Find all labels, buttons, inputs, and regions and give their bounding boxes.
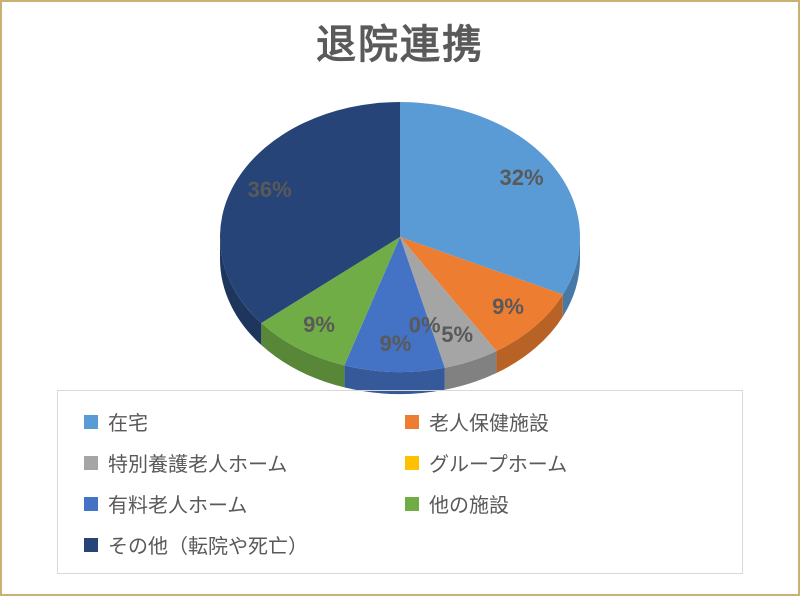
legend-swatch	[84, 538, 98, 552]
legend-swatch	[405, 497, 419, 511]
legend-item: 特別養護老人ホーム	[84, 448, 395, 477]
legend: 在宅 老人保健施設特別養護老人ホーム グループホーム有料老人ホーム 他の施設その他（転…	[57, 390, 743, 574]
legend-item: グループホーム	[405, 448, 716, 477]
legend-label: その他（転院や死亡）	[108, 530, 308, 559]
pie-slice-label: 0%	[409, 313, 441, 338]
legend-item: その他（転院や死亡）	[84, 530, 395, 559]
legend-item: 在宅	[84, 407, 395, 436]
legend-item: 有料老人ホーム	[84, 489, 395, 518]
pie-slice-label: 9%	[492, 294, 524, 319]
legend-swatch	[405, 456, 419, 470]
legend-label: 在宅	[108, 407, 148, 436]
legend-swatch	[405, 415, 419, 429]
legend-swatch	[84, 456, 98, 470]
legend-swatch	[84, 415, 98, 429]
legend-label: 特別養護老人ホーム	[108, 448, 287, 477]
legend-label: 有料老人ホーム	[108, 489, 247, 518]
chart-frame: 退院連携 32%9%5%0%9%9%36% 在宅老人保健施設特別養護老人ホームグ…	[0, 0, 800, 596]
legend-item: 老人保健施設	[405, 407, 716, 436]
pie-slice-label: 36%	[248, 177, 292, 202]
pie-chart: 32%9%5%0%9%9%36%	[2, 87, 798, 402]
pie-slice-label: 9%	[303, 312, 335, 337]
pie-slice-label: 5%	[441, 322, 473, 347]
chart-title: 退院連携	[2, 12, 798, 70]
pie-slice-label: 9%	[380, 331, 412, 356]
legend-item: 他の施設	[405, 489, 716, 518]
legend-label: グループホーム	[429, 448, 567, 477]
pie-slice-label: 32%	[500, 165, 544, 190]
legend-label: 老人保健施設	[429, 407, 549, 436]
legend-swatch	[84, 497, 98, 511]
legend-label: 他の施設	[429, 489, 509, 518]
